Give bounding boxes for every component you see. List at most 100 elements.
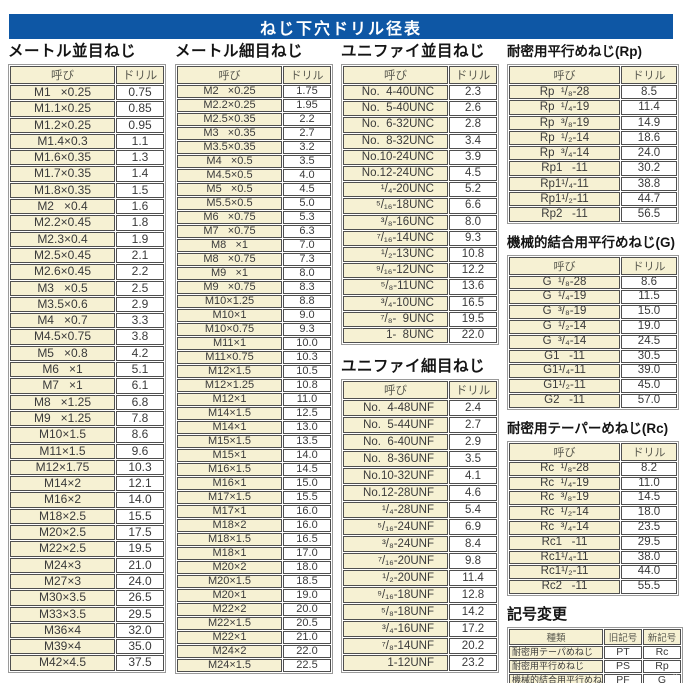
section-title-g: 機械的結合用平行めねじ(G) (507, 234, 675, 250)
drill-size-cell: 2.8 (449, 117, 497, 133)
drill-size-cell: PT (604, 646, 642, 660)
drill-size-cell: 8.0 (449, 214, 497, 230)
thread-name-cell: M5 ×0.8 (10, 345, 115, 362)
symbol-change-table: 種類 旧記号 新記号 耐密用テーパめねじ PT Rc 耐密用平行めねじ PS Rp 機械的結… (507, 627, 683, 683)
drill-size-cell: 4.1 (449, 468, 497, 485)
thread-name-cell: ¹/₂-13UNC (343, 247, 448, 263)
drill-size-cell: 2.3 (449, 85, 497, 101)
thread-name-cell: ⁵/₈-11UNC (343, 279, 448, 295)
table-row: M3 ×0.5 2.5 (10, 280, 164, 296)
thread-name-cell: M17×1.5 (177, 491, 282, 504)
thread-name-cell: 1-12UNF (343, 655, 448, 672)
table-row: M18×1 17.0 (177, 547, 331, 560)
table-row: ³/₈-16UNC 8.0 (343, 214, 497, 230)
thread-name-cell: ⁷/₈-14UNF (343, 638, 448, 655)
col-header-kind: 種類 (509, 629, 603, 646)
table-row: M2.2×0.45 1.8 (10, 215, 164, 231)
drill-size-cell: 10.0 (283, 337, 331, 350)
table-row: ⁵/₈-11UNC 13.6 (343, 279, 497, 295)
drill-size-cell: 0.85 (116, 101, 164, 117)
table-row: Rc ¹/₄-19 11.0 (509, 476, 677, 491)
drill-size-cell: 2.2 (116, 264, 164, 280)
table-row: M4.5×0.5 4.0 (177, 169, 331, 182)
drill-size-cell: 2.9 (116, 296, 164, 313)
thread-name-cell: M22×1.5 (177, 617, 282, 630)
thread-name-cell: M7 ×1 (10, 378, 115, 394)
table-row: M14×1.5 12.5 (177, 407, 331, 420)
thread-name-cell: M10×1 (177, 309, 282, 322)
col-header-new-symbol: 新記号 (643, 629, 681, 646)
drill-size-cell: 6.6 (449, 198, 497, 214)
g-thread-table: 呼び ドリル G ¹/₈-28 8.6 G ¹/₄-19 11.5 G ³/₈-19 15… (507, 254, 679, 410)
drill-size-cell: 16.5 (283, 533, 331, 546)
thread-name-cell: No.12-28UNF (343, 485, 448, 502)
page-corner-mark: ·· (672, 670, 678, 679)
thread-name-cell: M2.2×0.45 (10, 215, 115, 231)
table-row: ³/₈-24UNF 8.4 (343, 536, 497, 553)
column-metric-fine: メートル細目ねじ 呼び ドリル M2 ×0.25 1.75 M2.2×0.25 1.9… (175, 39, 333, 674)
thread-name-cell: M2.5×0.45 (10, 247, 115, 264)
thread-name-cell: M8 ×1 (177, 239, 282, 252)
table-row: M24×2 22.0 (177, 645, 331, 658)
table-row: M8 ×0.75 7.3 (177, 253, 331, 266)
table-row: Rc ³/₈-19 14.5 (509, 491, 677, 506)
drill-size-cell: 39.0 (621, 364, 677, 379)
drill-size-cell: 7.0 (283, 239, 331, 252)
drill-size-cell: 37.5 (116, 655, 164, 671)
table-row: No. 8-32UNC 3.4 (343, 133, 497, 149)
drill-size-cell: 5.0 (283, 197, 331, 210)
table-row: No. 6-32UNC 2.8 (343, 117, 497, 133)
table-row: M22×1.5 20.5 (177, 617, 331, 630)
drill-size-cell: 8.4 (449, 536, 497, 553)
thread-name-cell: M16×2 (10, 492, 115, 508)
metric-fine-table: 呼び ドリル M2 ×0.25 1.75 M2.2×0.25 1.95 M2.5×0.3… (175, 64, 333, 674)
table-row: Rp ¹/₂-14 18.6 (509, 130, 677, 146)
drill-size-cell: 0.75 (116, 85, 164, 101)
thread-name-cell: No. 8-32UNC (343, 133, 448, 149)
thread-name-cell: M24×1.5 (177, 659, 282, 672)
table-row: ⁹/₁₆-18UNF 12.8 (343, 587, 497, 604)
drill-size-cell: G (643, 674, 681, 683)
drill-size-cell: 9.0 (283, 309, 331, 322)
table-row: M1.8×0.35 1.5 (10, 182, 164, 199)
thread-name-cell: M4 ×0.5 (177, 155, 282, 168)
table-row: M2.6×0.45 2.2 (10, 264, 164, 280)
table-row: M9 ×1.25 7.8 (10, 410, 164, 427)
unified-coarse-table: 呼び ドリル No. 4-40UNC 2.3 No. 5-40UNC 2.6 No. 6… (341, 64, 499, 346)
drill-size-cell: 2.5 (116, 280, 164, 296)
table-row: No. 6-40UNF 2.9 (343, 434, 497, 451)
thread-name-cell: M18×2 (177, 519, 282, 532)
drill-size-cell: 22.0 (283, 645, 331, 658)
header-row: 呼び ドリル (509, 66, 677, 84)
drill-size-cell: 19.0 (621, 320, 677, 334)
thread-name-cell: G ³/₄-14 (509, 334, 620, 349)
drill-size-cell: 7.3 (283, 253, 331, 266)
thread-name-cell: M8 ×0.75 (177, 253, 282, 266)
table-row: M2.5×0.45 2.1 (10, 247, 164, 264)
drill-size-cell: 2.6 (449, 101, 497, 117)
drill-size-cell: 18.6 (621, 130, 677, 146)
drill-size-cell: 5.4 (449, 502, 497, 519)
header-row: 呼び ドリル (10, 66, 164, 84)
col-header-old-symbol: 旧記号 (604, 629, 642, 646)
drill-size-cell: 11.5 (621, 290, 677, 305)
thread-name-cell: M6 ×1 (10, 362, 115, 378)
thread-name-cell: M14×1.5 (177, 407, 282, 420)
drill-size-cell: 10.5 (283, 365, 331, 378)
drill-size-cell: 13.5 (283, 435, 331, 448)
table-row: Rp ³/₄-14 24.0 (509, 146, 677, 161)
header-row: 呼び ドリル (509, 442, 677, 461)
table-row: M6 ×0.75 5.3 (177, 211, 331, 224)
unified-fine-table: 呼び ドリル No. 4-48UNF 2.4 No. 5-44UNF 2.7 No. 6… (341, 379, 499, 674)
drill-size-cell: 1.1 (116, 133, 164, 150)
drill-size-cell: 1.95 (283, 99, 331, 112)
drill-size-cell: 55.5 (621, 580, 677, 595)
drill-size-cell: 18.0 (621, 506, 677, 521)
drill-size-cell: 12.2 (449, 263, 497, 279)
table-columns: メートル並目ねじ 呼び ドリル M1 ×0.25 0.75 M1.1×0.25 0.8… (8, 39, 683, 683)
thread-name-cell: M6 ×0.75 (177, 211, 282, 224)
drill-size-cell: 44.0 (621, 565, 677, 580)
thread-name-cell: M1.6×0.35 (10, 150, 115, 166)
table-row: M1.1×0.25 0.85 (10, 101, 164, 117)
drill-size-cell: 0.95 (116, 117, 164, 133)
